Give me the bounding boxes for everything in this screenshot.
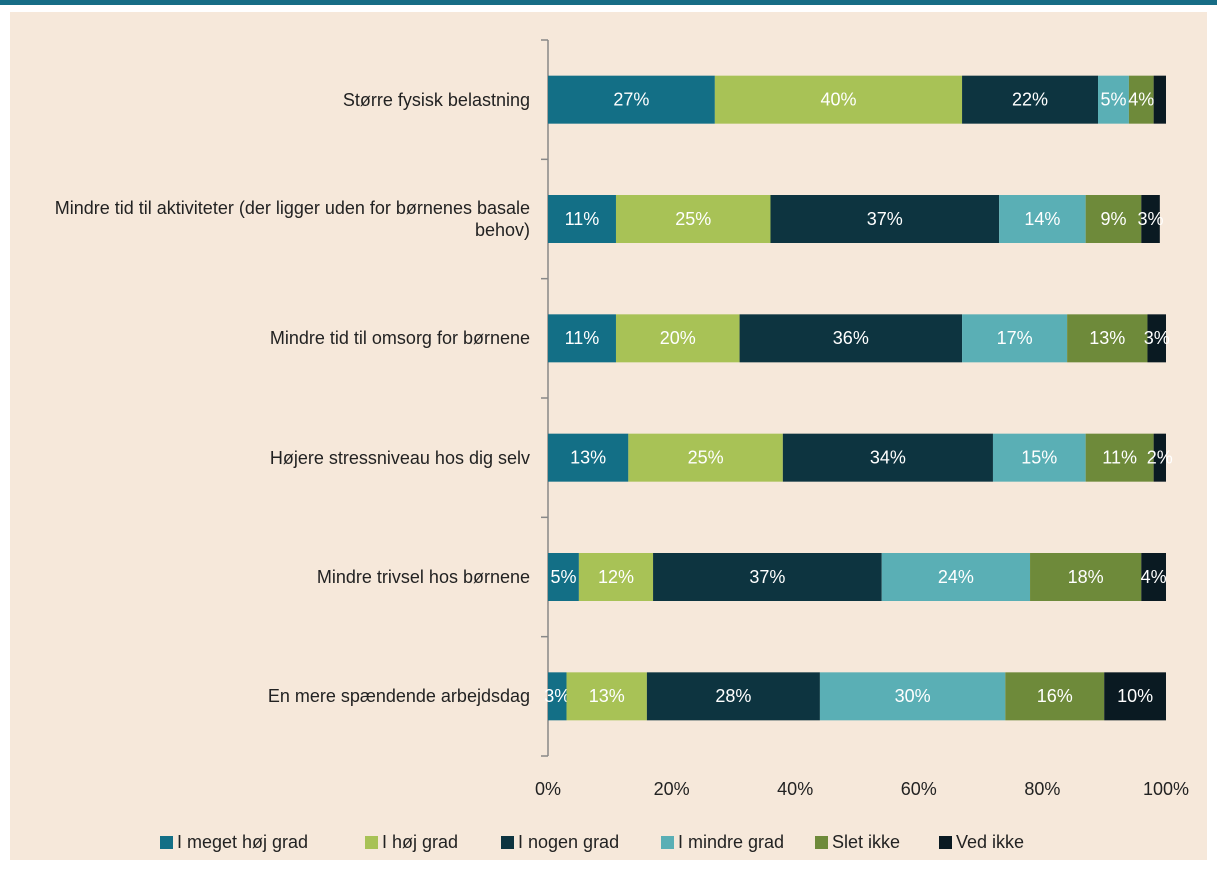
legend-swatch — [160, 836, 173, 849]
data-label: 11% — [1102, 447, 1137, 467]
bar-segment — [1153, 433, 1166, 482]
bar-segment — [1067, 314, 1148, 363]
category-label: Mindre tid til omsorg for børnene — [269, 328, 530, 349]
bar-segment — [578, 553, 654, 601]
x-tick-label: 80% — [1024, 779, 1060, 799]
bar-segment — [615, 314, 740, 363]
bar-segment — [646, 672, 820, 721]
legend-swatch — [661, 836, 674, 849]
bar-segment — [548, 433, 629, 482]
bar-segment — [615, 195, 771, 243]
data-label: 5% — [550, 567, 576, 587]
bar-segment — [999, 195, 1086, 243]
data-label: 17% — [997, 328, 1033, 348]
data-label: 9% — [1100, 209, 1126, 229]
data-label: 20% — [660, 328, 696, 348]
bar-segment — [1141, 195, 1160, 243]
data-label: 11% — [565, 328, 600, 348]
data-label: 11% — [565, 209, 600, 229]
bar-segment — [1147, 314, 1166, 363]
data-label: 16% — [1037, 686, 1073, 706]
data-label: 34% — [870, 447, 906, 467]
bar-segment — [962, 314, 1068, 363]
bar-segment — [1128, 75, 1154, 124]
bar-segment — [770, 195, 1000, 243]
data-label: 13% — [1089, 328, 1125, 348]
legend-label: I mindre grad — [678, 832, 784, 852]
bar-segment — [1085, 433, 1154, 482]
legend-label: I høj grad — [382, 832, 458, 852]
data-label: 14% — [1024, 209, 1060, 229]
bar-segment — [548, 195, 616, 243]
data-label: 24% — [938, 567, 974, 587]
data-label: 40% — [820, 89, 856, 109]
data-label: 25% — [688, 447, 724, 467]
category-label: Højere stressniveau hos dig selv — [269, 447, 530, 468]
data-label: 5% — [1100, 89, 1126, 109]
data-label: 13% — [589, 686, 625, 706]
bar-segment — [548, 314, 616, 363]
data-label: 37% — [867, 209, 903, 229]
data-label: 18% — [1068, 567, 1104, 587]
legend-label: I nogen grad — [518, 832, 619, 852]
data-label: 3% — [1144, 328, 1170, 348]
data-label: 3% — [1138, 209, 1164, 229]
legend-swatch — [365, 836, 378, 849]
data-label: 28% — [715, 686, 751, 706]
data-label: 22% — [1012, 89, 1048, 109]
legend-label: I meget høj grad — [177, 832, 308, 852]
x-tick-label: 20% — [654, 779, 690, 799]
bar-segment — [819, 672, 1006, 721]
bar-segment — [782, 433, 993, 482]
bar-segment — [548, 672, 567, 721]
bar-segment — [992, 433, 1086, 482]
data-label: 25% — [675, 209, 711, 229]
data-label: 36% — [833, 328, 869, 348]
bar-segment — [548, 553, 579, 601]
data-label: 37% — [749, 567, 785, 587]
x-tick-label: 60% — [901, 779, 937, 799]
legend-label: Ved ikke — [956, 832, 1024, 852]
data-label: 2% — [1147, 447, 1173, 467]
legend-swatch — [939, 836, 952, 849]
category-label: Mindre trivsel hos børnene — [316, 567, 530, 587]
bar-segment — [881, 553, 1031, 601]
category-label: Mindre tid til aktiviteter (der ligger u… — [54, 198, 530, 240]
data-label: 4% — [1128, 89, 1154, 109]
x-tick-label: 40% — [777, 779, 813, 799]
bar-segment — [548, 75, 715, 124]
bar-segment — [1153, 75, 1166, 124]
bar-segment — [653, 553, 882, 601]
x-tick-label: 0% — [535, 779, 561, 799]
top-rule — [0, 0, 1217, 5]
data-label: 12% — [598, 567, 634, 587]
legend-label: Slet ikke — [832, 832, 900, 852]
data-label: 13% — [570, 447, 606, 467]
legend-swatch — [815, 836, 828, 849]
data-label: 15% — [1021, 447, 1057, 467]
x-tick-label: 100% — [1143, 779, 1189, 799]
bar-segment — [739, 314, 963, 363]
data-label: 27% — [613, 89, 649, 109]
data-label: 3% — [544, 686, 570, 706]
bar-segment — [566, 672, 647, 721]
bar-segment — [1005, 672, 1105, 721]
bar-segment — [714, 75, 963, 124]
data-label: 4% — [1141, 567, 1167, 587]
data-label: 30% — [895, 686, 931, 706]
bar-segment — [962, 75, 1099, 124]
bar-segment — [1098, 75, 1129, 124]
category-label: En mere spændende arbejdsdag — [267, 686, 530, 707]
bar-segment — [1104, 672, 1166, 721]
category-label: Større fysisk belastning — [342, 89, 530, 110]
bar-segment — [1030, 553, 1142, 601]
bar-segment — [1141, 553, 1166, 601]
data-label: 10% — [1117, 686, 1153, 706]
bar-segment — [628, 433, 783, 482]
legend-swatch — [501, 836, 514, 849]
bar-segment — [1085, 195, 1142, 243]
